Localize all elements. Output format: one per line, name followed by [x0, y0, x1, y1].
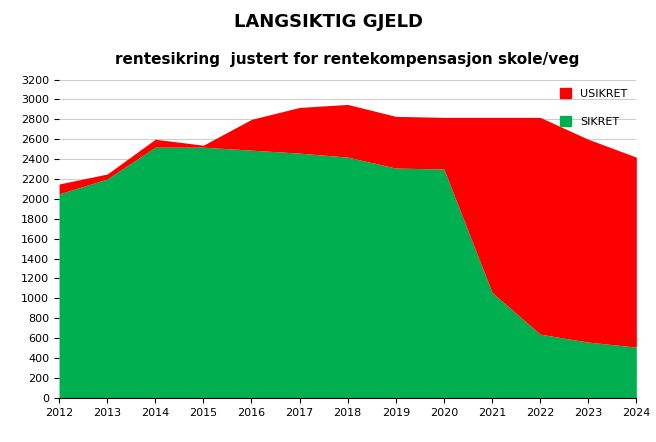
- Text: LANGSIKTIG GJELD: LANGSIKTIG GJELD: [234, 13, 422, 31]
- Text: rentesikring  justert for rentekompensasjon skole/veg: rentesikring justert for rentekompensasj…: [115, 52, 580, 67]
- Legend: USIKRET, SIKRET: USIKRET, SIKRET: [557, 85, 631, 130]
